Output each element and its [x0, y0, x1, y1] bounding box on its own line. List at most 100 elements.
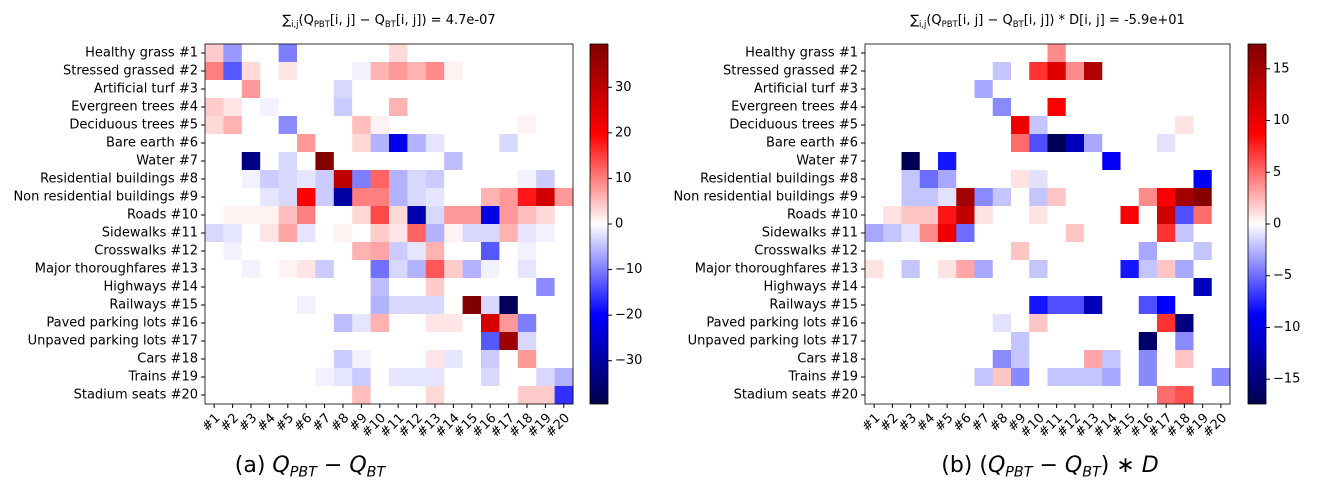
heatmap-cell [1211, 44, 1231, 63]
heatmap-cell [407, 152, 427, 171]
heatmap-cell [444, 170, 463, 189]
heatmap-cell [205, 134, 224, 153]
heatmap-cell [315, 242, 335, 261]
heatmap-cell [1193, 278, 1213, 297]
heatmap-cell [370, 188, 390, 207]
heatmap-cell [1157, 314, 1176, 333]
heatmap-cell [481, 98, 500, 117]
heatmap-cell [481, 332, 500, 351]
heatmap-cell [1102, 368, 1121, 387]
heatmap-cell [315, 152, 335, 171]
heatmap-cell [992, 44, 1012, 63]
heatmap-cell [938, 80, 957, 99]
heatmap-cell [278, 44, 298, 63]
text-run: ) ∗ [1101, 453, 1142, 478]
heatmap-cell [1211, 152, 1231, 171]
heatmap-cell [223, 134, 243, 153]
heatmap-cell [499, 296, 519, 315]
heatmap-cell [1211, 332, 1231, 351]
heatmap-cell [865, 170, 884, 189]
heatmap-cell [425, 278, 445, 297]
heatmap-cell [1193, 242, 1213, 261]
heatmap-cell [938, 278, 957, 297]
heatmap-cell [223, 350, 243, 369]
heatmap-cell [462, 350, 482, 369]
heatmap-cell [407, 98, 427, 117]
heatmap-cell [499, 260, 519, 279]
heatmap-cell [297, 80, 316, 99]
heatmap-cell [554, 260, 574, 279]
heatmap-cell [901, 260, 921, 279]
heatmap-cell [352, 134, 371, 153]
heatmap-cell [1211, 224, 1231, 243]
heatmap-cell [1047, 44, 1067, 63]
heatmap-cell [517, 44, 537, 63]
heatmap-cell [315, 188, 335, 207]
heatmap-cell [1102, 350, 1121, 369]
heatmap-cell [1084, 188, 1103, 207]
heatmap-cell [315, 260, 335, 279]
heatmap-cell [901, 368, 921, 387]
heatmap-cell [1102, 242, 1121, 261]
heatmap-cell [974, 98, 994, 117]
heatmap-cell [865, 62, 884, 81]
subscript: PBT [942, 18, 959, 28]
heatmap-cell [352, 332, 371, 351]
heatmap-cell [554, 206, 574, 225]
heatmap-cell [1193, 260, 1213, 279]
heatmap-cell [554, 188, 574, 207]
heatmap-cell [1138, 260, 1158, 279]
heatmap-cell [260, 170, 279, 189]
heatmap-cell [297, 134, 316, 153]
heatmap-cell [1157, 116, 1176, 135]
heatmap-cell [1175, 98, 1194, 117]
heatmap-cell [1193, 98, 1213, 117]
heatmap-cell [315, 350, 335, 369]
heatmap-cell [352, 206, 371, 225]
heatmap-cell [481, 278, 500, 297]
heatmap-cell [1102, 314, 1121, 333]
heatmap-cell [1047, 206, 1067, 225]
heatmap-cell [883, 134, 902, 153]
heatmap-cell [956, 44, 975, 63]
text-run: Q [272, 453, 289, 478]
heatmap-cell [333, 368, 353, 387]
heatmap-cell [389, 242, 408, 261]
heatmap-cell [499, 80, 519, 99]
heatmap-cell [315, 206, 335, 225]
heatmap-cell [260, 314, 279, 333]
heatmap-cell [536, 134, 555, 153]
heatmap-cell [444, 152, 463, 171]
heatmap-cell [1047, 224, 1067, 243]
heatmap-cell [333, 80, 353, 99]
heatmap-cell [1102, 134, 1121, 153]
heatmap-cell [241, 224, 261, 243]
heatmap-cell [1011, 80, 1030, 99]
text-run: [i, j] − Q [330, 13, 385, 28]
heatmap-cell [1065, 278, 1085, 297]
heatmap-cell [956, 152, 975, 171]
heatmap-cell [901, 242, 921, 261]
heatmap-cell [425, 98, 445, 117]
heatmap-cell [956, 170, 975, 189]
heatmap-cell [223, 98, 243, 117]
heatmap-cell [1138, 62, 1158, 81]
heatmap-cell [938, 260, 957, 279]
heatmap-cell [297, 224, 316, 243]
heatmap-cell [883, 224, 902, 243]
y-tick-label: Sidewalks #11 [762, 226, 858, 241]
heatmap-cell [956, 314, 975, 333]
heatmap-cell [370, 170, 390, 189]
heatmap-cell [278, 278, 298, 297]
heatmap-cell [536, 386, 555, 405]
colorbar-tick-label: −10 [615, 262, 642, 277]
heatmap-cell [241, 188, 261, 207]
heatmap-cell [1157, 98, 1176, 117]
heatmap-cell [536, 170, 555, 189]
y-tick-label: Artificial turf #3 [94, 82, 198, 97]
heatmap-cell [278, 314, 298, 333]
heatmap-cell [919, 116, 939, 135]
heatmap-cell [499, 98, 519, 117]
heatmap-cell [481, 62, 500, 81]
heatmap-cell [462, 62, 482, 81]
